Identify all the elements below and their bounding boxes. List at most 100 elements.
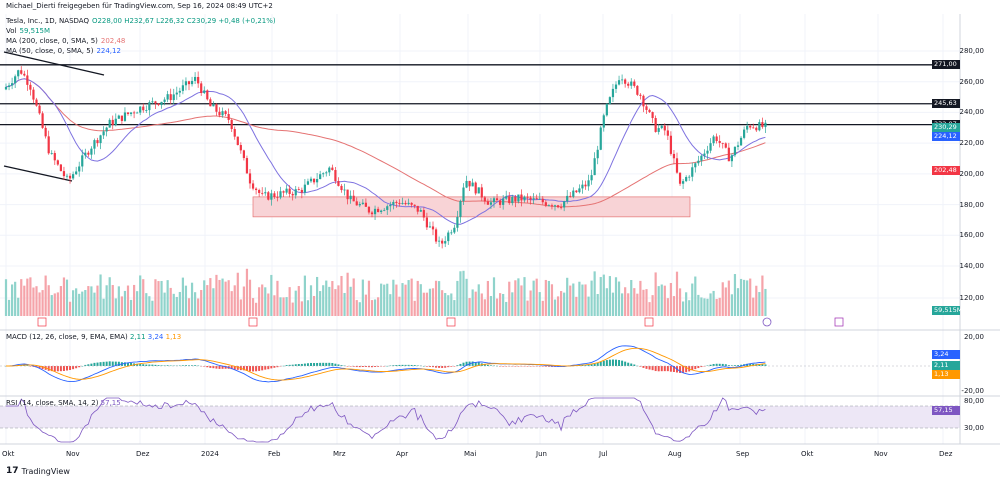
volume-bar-63 xyxy=(197,298,200,316)
ma200-legend[interactable]: MA (200, close, 0, SMA, 5) 202,48 xyxy=(6,37,126,45)
macd-hist-210 xyxy=(645,366,648,369)
ohlc-values: O228,00 H232,67 L226,32 C230,29 +0,48 (+… xyxy=(91,17,276,25)
volume-bar-135 xyxy=(416,280,419,316)
volume-bar-95 xyxy=(294,290,297,316)
time-label-10: Aug xyxy=(668,450,682,458)
candle-body-40 xyxy=(126,112,130,115)
candle-body-199 xyxy=(611,88,615,98)
macd-hist-113 xyxy=(349,366,352,367)
candle-body-156 xyxy=(480,187,483,198)
macd-hist-98 xyxy=(303,363,306,366)
macd-hist-206 xyxy=(633,364,636,366)
volume-bar-233 xyxy=(715,298,718,316)
candle-body-53 xyxy=(166,94,169,100)
volume-bar-152 xyxy=(468,298,471,316)
macd-hist-86 xyxy=(267,366,270,370)
volume-bar-118 xyxy=(364,294,367,316)
macd-hist-195 xyxy=(599,361,602,366)
volume-bar-16 xyxy=(53,293,56,316)
tradingview-watermark[interactable]: 17 TradingView xyxy=(6,466,70,476)
macd-hist-41 xyxy=(130,362,133,366)
macd-hist-209 xyxy=(642,366,645,368)
candle-body-167 xyxy=(514,196,517,202)
candle-body-118 xyxy=(364,202,367,207)
volume-bar-223 xyxy=(685,292,688,316)
candle-body-212 xyxy=(651,112,654,119)
volume-bar-149 xyxy=(459,271,462,316)
macd-hist-197 xyxy=(605,360,608,366)
volume-bar-208 xyxy=(639,280,642,316)
time-label-0: Okt xyxy=(2,450,15,458)
volume-bar-23 xyxy=(75,288,78,316)
candle-body-245 xyxy=(752,127,755,129)
volume-legend[interactable]: Vol 59,515M xyxy=(6,27,51,35)
candle-body-206 xyxy=(633,81,636,86)
macd-hist-247 xyxy=(758,364,761,366)
candle-body-2 xyxy=(11,83,14,86)
volume-bar-247 xyxy=(758,292,761,316)
macd-legend[interactable]: MACD (12, 26, close, 9, EMA, EMA) 2,11 3… xyxy=(6,333,182,341)
candle-body-223 xyxy=(685,177,688,182)
macd-hist-241 xyxy=(740,364,743,366)
macd-hist-213 xyxy=(654,366,657,372)
candle-body-205 xyxy=(630,81,633,86)
volume-bar-92 xyxy=(285,297,288,316)
candle-body-119 xyxy=(367,206,371,213)
volume-bar-148 xyxy=(456,280,459,316)
macd-hist-140 xyxy=(432,366,434,368)
macd-hist-106 xyxy=(328,362,331,366)
macd-hist-88 xyxy=(273,366,276,368)
candle-body-123 xyxy=(380,210,383,213)
candle-body-133 xyxy=(410,202,413,205)
macd-hist-61 xyxy=(191,365,194,366)
macd-hist-59 xyxy=(184,365,187,366)
volume-bar-33 xyxy=(105,285,108,316)
volume-bar-137 xyxy=(422,292,425,316)
candle-body-3 xyxy=(14,76,17,84)
macd-hist-147 xyxy=(453,366,456,367)
macd-hist-202 xyxy=(621,360,624,366)
candle-body-213 xyxy=(654,118,657,132)
volume-bar-182 xyxy=(560,291,563,316)
macd-signal-line xyxy=(6,347,766,381)
volume-bar-126 xyxy=(389,294,392,316)
candle-body-238 xyxy=(730,155,733,162)
macd-hist-214 xyxy=(657,366,660,372)
macd-hist-17 xyxy=(56,366,59,372)
macd-hist-204 xyxy=(627,362,630,366)
candle-body-233 xyxy=(715,136,718,142)
candle-body-148 xyxy=(456,216,459,228)
candle-body-184 xyxy=(566,195,569,202)
candle-body-235 xyxy=(721,142,724,144)
macd-hist-146 xyxy=(450,366,453,367)
rsi-legend[interactable]: RSI (14, close, SMA, 14, 2) 57,15 xyxy=(6,399,121,407)
volume-bar-55 xyxy=(172,293,175,316)
candle-body-248 xyxy=(761,122,764,128)
volume-bar-20 xyxy=(65,279,69,316)
volume-bar-188 xyxy=(578,281,581,316)
candle-body-171 xyxy=(526,196,529,198)
candle-body-162 xyxy=(499,200,502,205)
macd-hist-11 xyxy=(38,366,41,369)
macd-hist-193 xyxy=(593,363,596,366)
price-badge-1: 245,63 xyxy=(932,99,960,109)
macd-hist-27 xyxy=(87,364,90,366)
macd-hist-139 xyxy=(428,366,431,367)
macd-hist-238 xyxy=(730,365,733,366)
trendline-upper xyxy=(3,51,105,76)
time-label-3: 2024 xyxy=(201,450,219,458)
candle-body-226 xyxy=(694,163,697,168)
volume-bar-40 xyxy=(126,285,130,316)
candle-body-52 xyxy=(163,99,166,102)
volume-bar-180 xyxy=(553,299,557,316)
macd-hist-99 xyxy=(306,363,309,366)
candle-body-163 xyxy=(502,198,505,205)
macd-hist-232 xyxy=(712,363,715,366)
volume-bar-37 xyxy=(117,286,120,316)
ma50-legend[interactable]: MA (50, close, 0, SMA, 5) 224,12 xyxy=(6,47,121,55)
candle-body-77 xyxy=(239,145,242,151)
macd-hist-223 xyxy=(685,366,688,373)
candle-body-7 xyxy=(26,75,29,85)
volume-bar-91 xyxy=(282,297,285,316)
